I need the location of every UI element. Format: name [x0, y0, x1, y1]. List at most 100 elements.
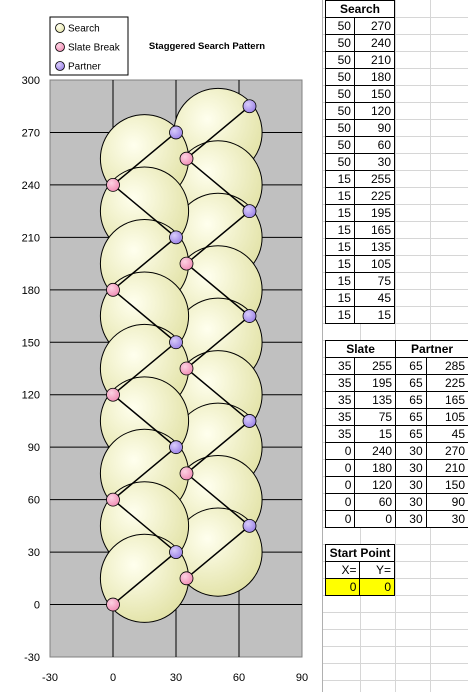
table-cell[interactable]: 165 — [353, 221, 396, 239]
table-cell[interactable]: 15 — [325, 289, 355, 307]
spreadsheet: Search 50 270 50 240 50 210 50 180 50 150 50 120 50 9… — [322, 0, 468, 692]
y-label: Y= — [359, 561, 395, 579]
table-cell[interactable]: 50 — [325, 51, 355, 69]
table-cell[interactable]: 60 — [353, 136, 396, 154]
table-cell[interactable]: 120 — [354, 476, 397, 494]
table-cell[interactable]: 105 — [353, 255, 396, 273]
table-cell[interactable]: 135 — [353, 238, 396, 256]
table-cell[interactable]: 65 — [395, 408, 427, 426]
table-cell[interactable]: 135 — [354, 391, 397, 409]
table-cell[interactable]: 30 — [395, 510, 427, 528]
table-cell[interactable]: 0 — [354, 510, 397, 528]
table-row: 35 15 65 45 — [324, 425, 468, 443]
table-cell[interactable]: 255 — [354, 357, 397, 375]
table-cell[interactable]: 150 — [353, 85, 396, 103]
table-cell[interactable]: 50 — [325, 17, 355, 35]
table-cell[interactable]: 65 — [395, 391, 427, 409]
table-cell[interactable]: 0 — [324, 459, 356, 477]
table-cell[interactable]: 90 — [353, 119, 396, 137]
table-row: 35 195 65 225 — [324, 374, 468, 392]
table-cell[interactable]: 165 — [425, 391, 468, 409]
table-cell[interactable]: 35 — [324, 374, 356, 392]
table-cell[interactable]: 210 — [353, 51, 396, 69]
table-cell[interactable]: 270 — [425, 442, 468, 460]
table-row: 0 180 30 210 — [324, 459, 468, 477]
table-cell[interactable]: 15 — [354, 425, 397, 443]
table-cell[interactable]: 60 — [354, 493, 397, 511]
table-cell[interactable]: 285 — [425, 357, 468, 375]
table-cell[interactable]: 15 — [325, 221, 355, 239]
table-cell[interactable]: 30 — [425, 510, 468, 528]
table-cell[interactable]: 50 — [325, 34, 355, 52]
table-cell[interactable]: 65 — [395, 357, 427, 375]
table-cell[interactable]: 225 — [425, 374, 468, 392]
table-cell[interactable]: 50 — [325, 68, 355, 86]
table-cell[interactable]: 150 — [425, 476, 468, 494]
partner-point — [169, 230, 183, 245]
table-cell[interactable]: 45 — [353, 289, 396, 307]
table-cell[interactable]: 195 — [354, 374, 397, 392]
table-cell[interactable]: 15 — [325, 306, 355, 324]
table-cell[interactable]: 30 — [395, 476, 427, 494]
table-cell[interactable]: 195 — [353, 204, 396, 222]
table-cell[interactable]: 180 — [353, 68, 396, 86]
table-cell[interactable]: 15 — [325, 187, 355, 205]
search-track-line — [111, 131, 178, 606]
table-cell[interactable]: 90 — [425, 493, 468, 511]
table-cell[interactable]: 50 — [325, 85, 355, 103]
partner-header: Partner — [395, 340, 468, 358]
table-cell[interactable]: 65 — [395, 374, 427, 392]
table-row: 50 180 — [325, 68, 396, 86]
table-cell[interactable]: 225 — [353, 187, 396, 205]
table-row: 15 105 — [325, 255, 396, 273]
table-cell[interactable]: 0 — [324, 442, 356, 460]
table-row: 50 240 — [325, 34, 396, 52]
table-cell[interactable]: 105 — [425, 408, 468, 426]
table-cell[interactable]: 30 — [395, 442, 427, 460]
table-cell[interactable]: 30 — [395, 459, 427, 477]
start-point-table: Start Point X= Y= 0 0 — [324, 544, 395, 596]
table-cell[interactable]: 30 — [395, 493, 427, 511]
table-cell[interactable]: 210 — [425, 459, 468, 477]
y-tick-label: 120 — [22, 390, 40, 402]
partner-point — [242, 204, 257, 219]
table-cell[interactable]: 240 — [354, 442, 397, 460]
legend-label: Partner — [68, 62, 101, 73]
table-cell[interactable]: 180 — [354, 459, 397, 477]
table-cell[interactable]: 75 — [353, 272, 396, 290]
table-cell[interactable]: 15 — [353, 306, 396, 324]
table-cell[interactable]: 65 — [395, 425, 427, 443]
table-cell[interactable]: 15 — [325, 170, 355, 188]
table-cell[interactable]: 0 — [324, 476, 356, 494]
table-cell[interactable]: 50 — [325, 153, 355, 171]
table-cell[interactable]: 15 — [325, 272, 355, 290]
start-x-cell[interactable]: 0 — [324, 578, 361, 596]
table-cell[interactable]: 120 — [353, 102, 396, 120]
table-cell[interactable]: 75 — [354, 408, 397, 426]
y-tick-label: 60 — [28, 495, 40, 507]
table-row: 50 30 — [325, 153, 396, 171]
table-cell[interactable]: 35 — [324, 357, 356, 375]
slate-break-point — [179, 466, 194, 481]
table-cell[interactable]: 0 — [324, 510, 356, 528]
table-cell[interactable]: 240 — [353, 34, 396, 52]
table-cell[interactable]: 50 — [325, 136, 355, 154]
table-cell[interactable]: 30 — [353, 153, 396, 171]
table-cell[interactable]: 35 — [324, 408, 356, 426]
table-cell[interactable]: 35 — [324, 425, 356, 443]
table-row: 15 75 — [325, 272, 396, 290]
table-cell[interactable]: 270 — [353, 17, 396, 35]
start-y-cell[interactable]: 0 — [359, 578, 395, 596]
x-tick-label: 60 — [233, 672, 245, 684]
table-cell[interactable]: 15 — [325, 238, 355, 256]
table-cell[interactable]: 35 — [324, 391, 356, 409]
table-row: 35 75 65 105 — [324, 408, 468, 426]
table-cell[interactable]: 15 — [325, 204, 355, 222]
table-cell[interactable]: 255 — [353, 170, 396, 188]
table-cell[interactable]: 50 — [325, 102, 355, 120]
table-cell[interactable]: 0 — [324, 493, 356, 511]
table-cell[interactable]: 45 — [425, 425, 468, 443]
table-cell[interactable]: 15 — [325, 255, 355, 273]
partner-point — [169, 545, 183, 559]
table-cell[interactable]: 50 — [325, 119, 355, 137]
